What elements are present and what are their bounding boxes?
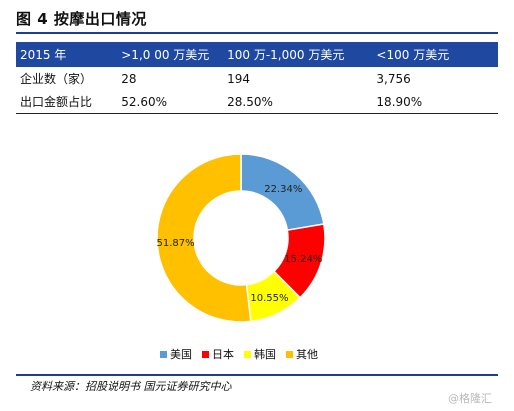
table-header-cell: 2015 年 [16, 42, 118, 67]
watermark: @格隆汇 [448, 392, 492, 405]
legend-label: 日本 [212, 348, 234, 361]
legend-item-0: 美国 [160, 346, 192, 362]
legend-label: 美国 [170, 348, 192, 361]
table-cell: 企业数（家） [20, 72, 93, 86]
legend-swatch [244, 350, 251, 358]
legend-label: 其他 [296, 348, 318, 361]
table-header-cell: >1,0 00 万美元 [117, 42, 224, 67]
table-cell: 18.90% [372, 90, 498, 114]
table-cell: 28.50% [223, 90, 373, 114]
table-cell: 194 [227, 71, 251, 86]
chart-legend: 美国 日本 韩国 其他 [160, 346, 318, 362]
top-rule [16, 32, 498, 34]
table-header-cell: 100 万-1,000 万美元 [223, 42, 373, 67]
donut-value-label-3: 51.87% [157, 238, 195, 249]
donut-slice-3 [156, 153, 252, 323]
table-cell: 52.60% [117, 90, 224, 114]
donut-value-label-2: 10.55% [250, 293, 288, 304]
table-header-row: 2015 年 >1,0 00 万美元 100 万-1,000 万美元 <100 … [16, 42, 498, 67]
export-table: 2015 年 >1,0 00 万美元 100 万-1,000 万美元 <100 … [16, 42, 498, 114]
source-note: 资料来源：招股说明书 国元证券研究中心 [30, 380, 232, 393]
legend-swatch [160, 350, 167, 358]
table-cell: 出口金额占比 [16, 90, 118, 114]
table-row: 出口金额占比 52.60% 28.50% 18.90% [16, 90, 498, 114]
table-header-cell: <100 万美元 [372, 42, 498, 67]
table-cell: 28 [121, 71, 137, 86]
table-cell: 3,756 [376, 71, 411, 86]
legend-item-3: 其他 [286, 346, 318, 362]
legend-item-2: 韩国 [244, 346, 276, 362]
table-row: 企业数（家） 28 194 3,756 [16, 67, 498, 90]
legend-swatch [202, 350, 209, 358]
legend-swatch [286, 350, 293, 358]
legend-label: 韩国 [254, 348, 276, 361]
donut-value-label-1: 15.24% [284, 254, 322, 265]
legend-item-1: 日本 [202, 346, 234, 362]
donut-value-label-0: 22.34% [264, 184, 302, 195]
bottom-rule [16, 374, 498, 376]
figure-title: 图 4 按摩出口情况 [16, 10, 147, 28]
